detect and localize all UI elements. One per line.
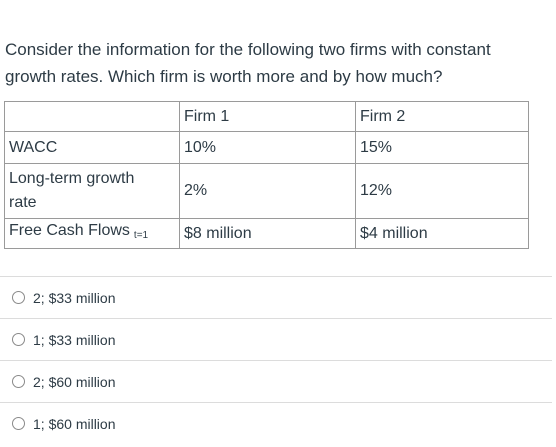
table-header-row: Firm 1 Firm 2 [4, 101, 529, 132]
table-row: WACC 10% 15% [4, 131, 529, 164]
answer-option-label[interactable]: 1; $60 million [33, 415, 116, 432]
answer-options: 2; $33 million 1; $33 million 2; $60 mil… [0, 276, 552, 444]
question-text: Consider the information for the followi… [5, 40, 491, 86]
radio-button[interactable] [12, 375, 25, 388]
answer-option-label[interactable]: 2; $33 million [33, 289, 116, 306]
firm-info-table: Firm 1 Firm 2 WACC 10% 15% Long-term gro… [4, 101, 529, 249]
cell-firm2-wacc: 15% [355, 131, 529, 164]
cell-firm2-growth: 12% [355, 163, 529, 219]
cell-firm1-fcf: $8 million [179, 218, 356, 249]
answer-option-label[interactable]: 1; $33 million [33, 331, 116, 348]
answer-option[interactable]: 1; $33 million [0, 318, 552, 360]
cell-firm1-wacc: 10% [179, 131, 356, 164]
row-label-fcf-subscript: t=1 [133, 230, 149, 241]
table-row: Long-term growth rate 2% 12% [4, 163, 529, 219]
radio-button[interactable] [12, 291, 25, 304]
answer-option[interactable]: 2; $60 million [0, 360, 552, 402]
cell-firm2-fcf: $4 million [355, 218, 529, 249]
row-label-fcf: Free Cash Flows t=1 [4, 218, 180, 249]
row-label-wacc: WACC [4, 131, 180, 164]
answer-option[interactable]: 1; $60 million [0, 402, 552, 444]
radio-button[interactable] [12, 417, 25, 430]
row-label-fcf-text: Free Cash Flows [9, 222, 130, 239]
radio-button[interactable] [12, 333, 25, 346]
answer-option-label[interactable]: 2; $60 million [33, 373, 116, 390]
header-cell-empty [4, 101, 180, 132]
row-label-growth: Long-term growth rate [4, 163, 180, 219]
answer-option[interactable]: 2; $33 million [0, 276, 552, 318]
row-label-growth-text: Long-term growth rate [9, 170, 135, 211]
cell-firm1-growth: 2% [179, 163, 356, 219]
header-cell-firm2: Firm 2 [355, 101, 529, 132]
table-row: Free Cash Flows t=1 $8 million $4 million [4, 218, 529, 249]
header-cell-firm1: Firm 1 [179, 101, 356, 132]
